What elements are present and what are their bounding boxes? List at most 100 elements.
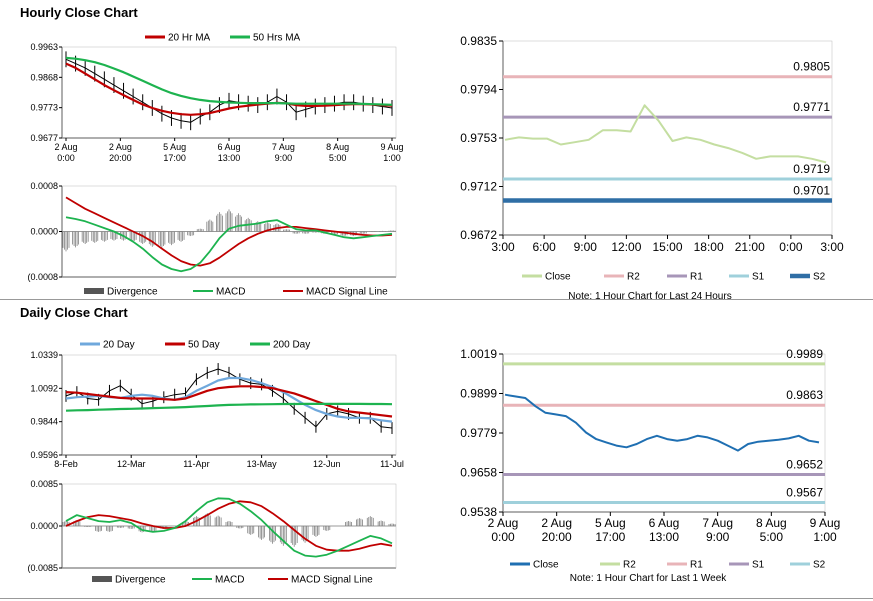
hourly_price-xtick-time: 13:00 (218, 153, 241, 163)
hourly_price-ytick: 0.9773 (30, 103, 58, 113)
daily_levels-level-label-r1: 0.9863 (786, 388, 823, 402)
hourly_levels-level-label-r2: 0.9805 (793, 60, 830, 74)
daily_levels-ytick: 0.9779 (460, 426, 497, 440)
daily_macd-legend-signal-label: MACD Signal Line (291, 575, 373, 586)
daily_levels-xtick-date: 8 Aug (756, 516, 787, 530)
daily_levels-xtick-date: 2 Aug (541, 516, 572, 530)
daily_price-plot-border (61, 354, 397, 456)
hourly_levels-close-line (504, 104, 827, 164)
daily_price-ytick: 1.0339 (30, 350, 58, 360)
daily_levels-xtick-date: 6 Aug (649, 516, 680, 530)
hourly_levels-xtick: 3:00 (491, 240, 515, 254)
hourly_levels-legend-r2-label: R2 (627, 272, 640, 283)
daily_macd-legend-divergence-swatch (92, 576, 112, 582)
hourly_levels-level-label-s1: 0.9719 (793, 162, 830, 176)
daily_levels-note: Note: 1 Hour Chart for Last 1 Week (570, 573, 728, 584)
daily_levels-level-label-s2: 0.9567 (786, 485, 823, 499)
daily_price-xtick: 11-Apr (183, 459, 209, 469)
hourly_price-ytick: 0.9677 (30, 133, 58, 143)
hourly_price-xtick-time: 5:00 (329, 153, 347, 163)
hourly_price-ma20-line (65, 62, 393, 116)
daily_price-xtick: 8-Feb (54, 459, 78, 469)
hourly_price-plot-border (61, 46, 397, 139)
daily_levels-xtick-date: 5 Aug (595, 516, 626, 530)
daily_price-xtick: 12-Mar (117, 459, 146, 469)
daily_price-legend-d20-label: 20 Day (103, 340, 135, 351)
hourly_price-xtick-date: 2 Aug (54, 142, 77, 152)
daily_levels-xtick-time: 13:00 (649, 530, 679, 544)
daily_macd-legend-divergence-label: Divergence (115, 575, 166, 586)
hourly_price-xtick-date: 7 Aug (272, 142, 295, 152)
hourly_price-xtick-time: 0:00 (57, 153, 75, 163)
daily_macd-ytick: (0.0085 (27, 563, 58, 573)
hourly_price-xtick-time: 17:00 (163, 153, 186, 163)
daily_levels-level-label-s1: 0.9652 (786, 458, 823, 472)
daily_levels-plot-border (502, 353, 826, 513)
hourly_price-xtick-date: 2 Aug (109, 142, 132, 152)
hourly_levels-xtick: 0:00 (779, 240, 803, 254)
daily-section-title: Daily Close Chart (20, 305, 128, 320)
hourly_price-xtick-date: 5 Aug (163, 142, 186, 152)
hourly_price-ytick: 0.9963 (30, 42, 58, 52)
daily_levels-xtick-time: 1:00 (813, 530, 837, 544)
hourly_price-legend-ma20-label: 20 Hr MA (168, 33, 211, 44)
daily_price-ytick: 1.0092 (30, 383, 58, 393)
daily_levels-xtick-date: 2 Aug (488, 516, 519, 530)
hourly_levels-note: Note: 1 Hour Chart for Last 24 Hours (568, 291, 731, 300)
daily_levels-legend-s2-label: S2 (813, 560, 826, 571)
hourly_levels-xtick: 21:00 (735, 240, 765, 254)
hourly_macd-legend-macd-label: MACD (216, 287, 245, 298)
hourly_levels-legend-close-label: Close (545, 272, 571, 283)
hourly_macd-legend-signal-label: MACD Signal Line (306, 287, 388, 298)
hourly_price-ytick: 0.9868 (30, 72, 58, 82)
daily_price-xtick: 13-May (247, 459, 278, 469)
hourly_macd-ytick: 0.0000 (30, 227, 58, 237)
daily_levels-ytick: 0.9899 (460, 387, 497, 401)
daily_price-xtick: 11-Jul (380, 459, 404, 469)
hourly-section-title: Hourly Close Chart (20, 5, 138, 20)
daily_price-ytick: 0.9844 (30, 417, 58, 427)
hourly_levels-ytick: 0.9712 (460, 180, 497, 194)
hourly_price-ma50-line (65, 56, 393, 106)
hourly_levels-xtick: 15:00 (652, 240, 682, 254)
hourly_price-xtick-time: 1:00 (383, 153, 401, 163)
hourly_levels-legend-r1-label: R1 (690, 272, 703, 283)
hourly_price-legend-ma50-label: 50 Hrs MA (253, 33, 301, 44)
hourly_levels-xtick: 6:00 (532, 240, 556, 254)
hourly_macd-signal-line (65, 196, 393, 267)
hourly-macd-chart: 0.0008 0.0000 (0.0008 Divergence MACD MACD Si… (27, 181, 397, 298)
hourly_levels-level-label-r1: 0.9771 (793, 100, 830, 114)
daily_levels-xtick-date: 7 Aug (702, 516, 733, 530)
hourly_price-xtick-time: 9:00 (275, 153, 293, 163)
hourly_macd-legend-divergence-swatch (84, 288, 104, 294)
hourly_macd-legend-divergence-label: Divergence (107, 287, 158, 298)
hourly_macd-ytick: (0.0008 (27, 272, 58, 282)
hourly_price-xtick-date: 9 Aug (380, 142, 403, 152)
hourly_levels-xtick: 3:00 (820, 240, 844, 254)
daily_price-ytick: 0.9596 (30, 450, 58, 460)
daily_price-xtick: 12-Jun (313, 459, 341, 469)
daily_levels-legend-s1-label: S1 (752, 560, 765, 571)
daily_macd-ytick: 0.0085 (30, 479, 58, 489)
daily_price-d50-line (65, 385, 393, 418)
daily_levels-legend-r2-label: R2 (623, 560, 636, 571)
daily_macd-legend-macd-label: MACD (215, 575, 244, 586)
daily_levels-xtick-time: 5:00 (760, 530, 784, 544)
daily_macd-ytick: 0.0000 (30, 521, 58, 531)
daily_macd-macd-line (65, 497, 393, 558)
daily_price-d200-line (65, 402, 393, 412)
daily_levels-xtick-time: 17:00 (595, 530, 625, 544)
hourly_price-xtick-date: 6 Aug (217, 142, 240, 152)
daily_price-d20-line (65, 376, 393, 423)
hourly_levels-ytick: 0.9753 (460, 131, 497, 145)
daily_levels-legend-r1-label: R1 (690, 560, 703, 571)
hourly_levels-ytick: 0.9672 (460, 228, 497, 242)
daily_levels-xtick-time: 0:00 (491, 530, 515, 544)
daily_levels-level-label-r2: 0.9989 (786, 347, 823, 361)
daily_price-close-line (65, 368, 393, 429)
daily_levels-ytick: 1.0019 (460, 347, 497, 361)
hourly_levels-legend-s1-label: S1 (752, 272, 765, 283)
